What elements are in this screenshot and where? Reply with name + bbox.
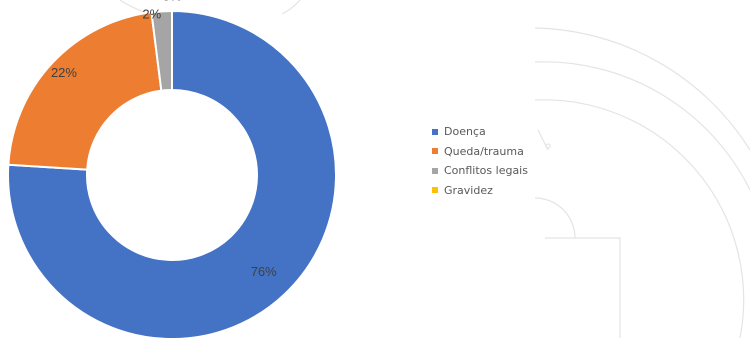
data-labels: 76% 22% 2%0% xyxy=(51,0,277,279)
legend-swatch xyxy=(432,128,438,135)
donut-slice xyxy=(7,11,163,171)
legend-item: Queda/trauma xyxy=(432,142,528,162)
legend-label: Doença xyxy=(444,125,486,139)
data-label: 76% xyxy=(251,264,277,279)
background-watermark xyxy=(119,0,750,338)
legend-item: Conflitos legais xyxy=(432,161,528,181)
legend-swatch xyxy=(432,187,438,194)
data-label: 2% xyxy=(142,6,161,21)
donut-slice xyxy=(7,9,337,338)
legend-label: Conflitos legais xyxy=(444,164,528,178)
legend-item: Gravidez xyxy=(432,181,528,201)
legend-item: Doença xyxy=(432,122,528,142)
donut-slice xyxy=(150,9,173,92)
legend-label: Gravidez xyxy=(444,183,493,197)
data-label: 22% xyxy=(51,65,77,80)
data-label: 0% xyxy=(163,0,182,3)
donut-slices xyxy=(7,9,337,338)
legend-label: Queda/trauma xyxy=(444,144,524,158)
chart-legend: Doença Queda/trauma Conflitos legais Gra… xyxy=(432,122,528,200)
legend-swatch xyxy=(432,148,438,155)
legend-swatch xyxy=(432,167,438,174)
